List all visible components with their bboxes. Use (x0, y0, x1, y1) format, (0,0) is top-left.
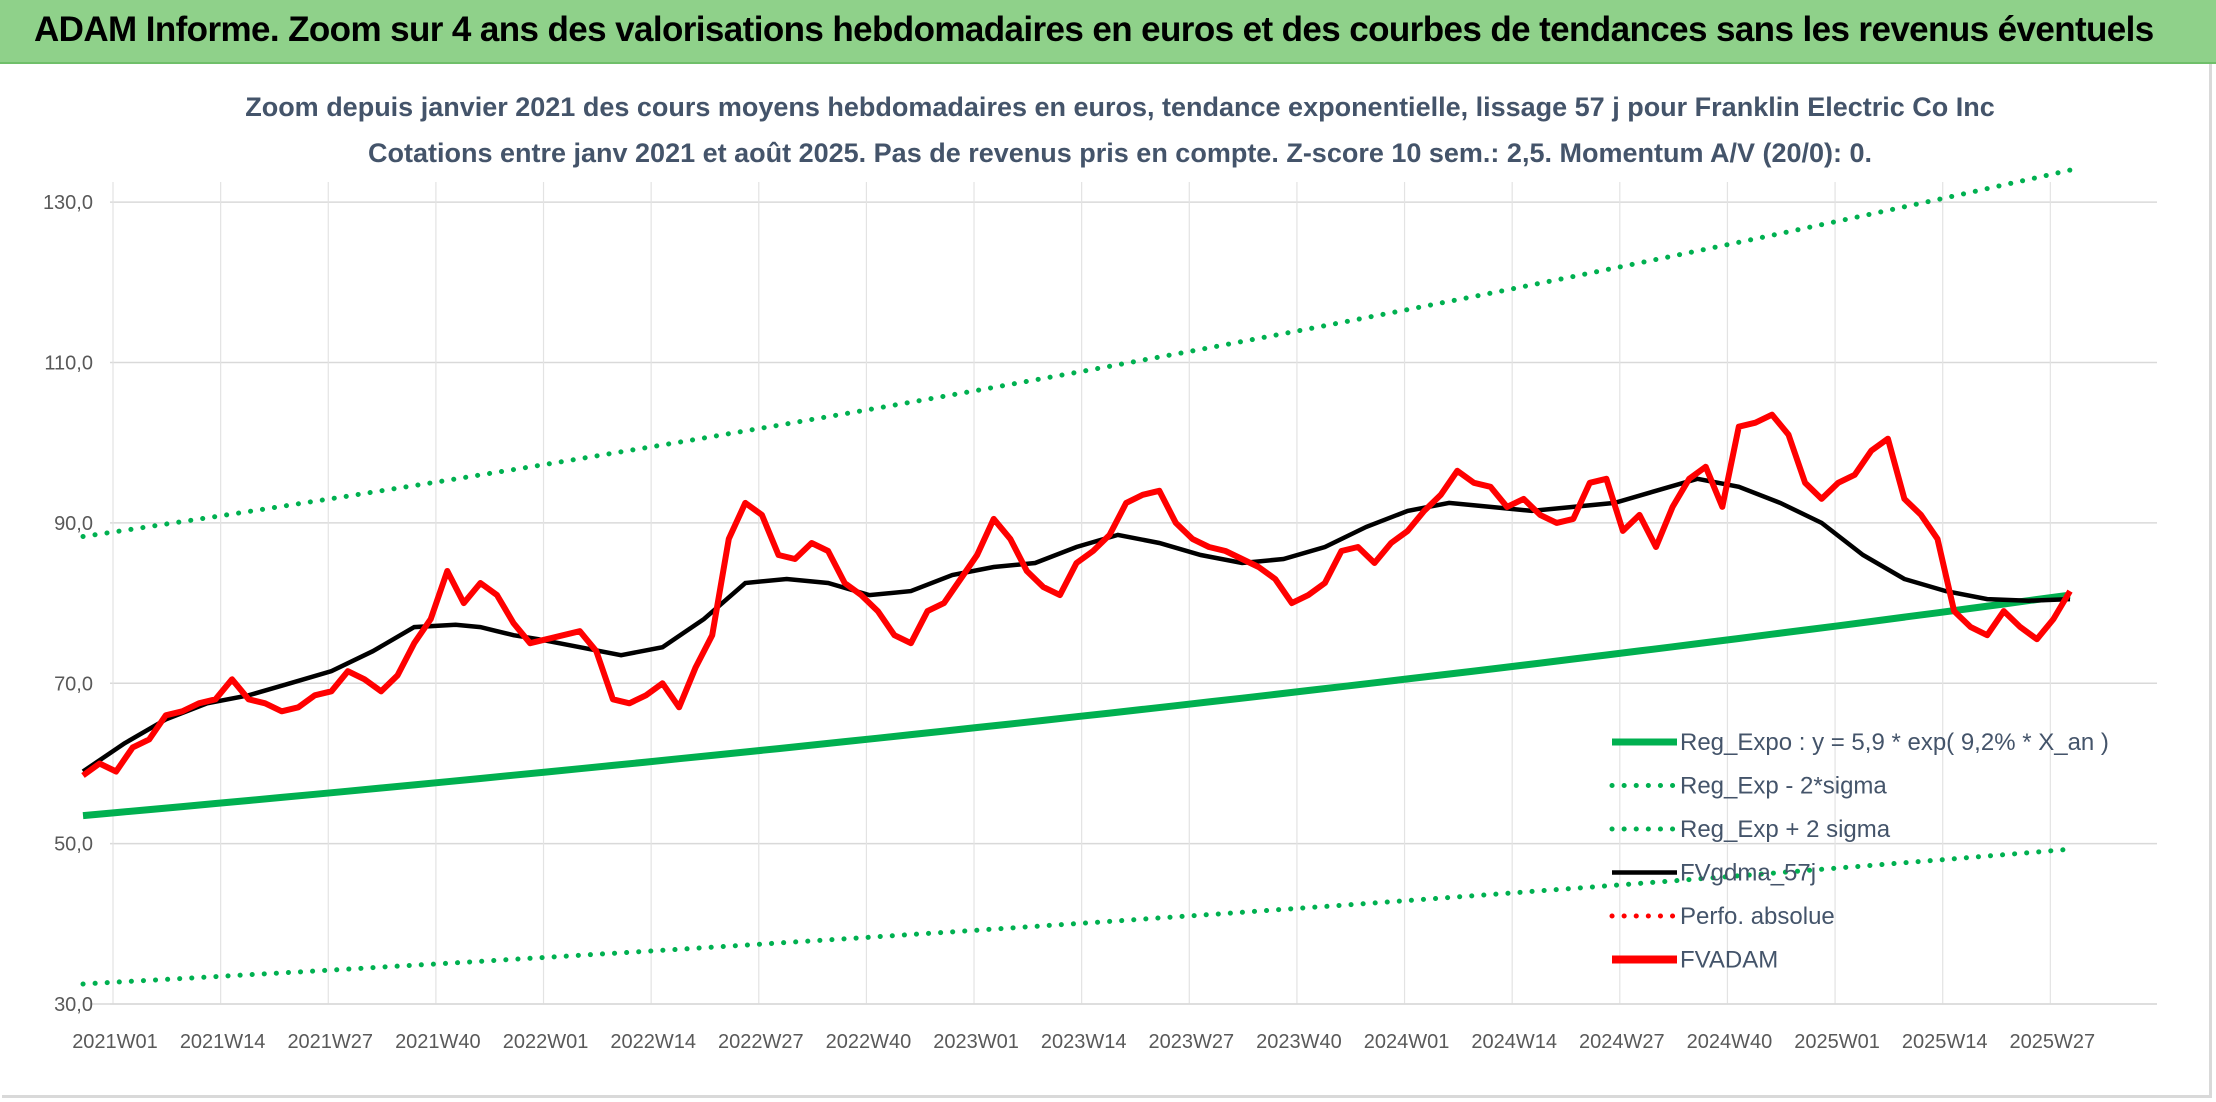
x-tick-label: 2024W40 (1687, 1031, 1773, 1053)
x-tick-label: 2023W01 (933, 1031, 1019, 1053)
x-axis-ticks: 2021W01 2021W14 2021W27 2021W40 2022W01 2022W… (72, 1031, 2095, 1053)
series-line-0 (82, 591, 2071, 820)
x-tick-label: 2025W01 (1794, 1031, 1880, 1053)
x-tick-label: 2021W14 (180, 1031, 266, 1053)
chart-frame (2, 64, 2212, 1098)
legend-label: FVADAM (1680, 947, 1778, 974)
x-tick-label: 2021W27 (287, 1031, 373, 1053)
x-tick-label: 2022W27 (718, 1031, 804, 1053)
legend-label: Reg_Expo : y = 5,9 * exp( 9,2% * X_an ) (1680, 729, 2109, 756)
x-tick-label: 2024W01 (1364, 1031, 1450, 1053)
x-tick-label: 2021W40 (395, 1031, 481, 1053)
y-tick-label: 90,0 (54, 513, 93, 535)
y-tick-label: 30,0 (54, 994, 93, 1016)
series-line-1 (80, 846, 2073, 987)
y-tick-label: 110,0 (44, 353, 93, 375)
y-tick-label: 130,0 (43, 192, 93, 214)
x-tick-label: 2021W01 (72, 1031, 158, 1053)
x-tick-label: 2023W27 (1148, 1031, 1234, 1053)
chart-title-line-1: Zoom depuis janvier 2021 des cours moyen… (245, 92, 1995, 122)
series-line-5 (81, 411, 2073, 778)
legend-label: FVgdma_57j (1680, 860, 1816, 887)
x-tick-label: 2022W14 (610, 1031, 696, 1053)
x-tick-label: 2022W40 (826, 1031, 912, 1053)
series-line-2 (80, 167, 2073, 539)
x-tick-label: 2023W40 (1256, 1031, 1342, 1053)
legend: Reg_Expo : y = 5,9 * exp( 9,2% * X_an ) R… (1609, 729, 2109, 974)
y-tick-label: 70,0 (54, 673, 93, 695)
x-tick-label: 2022W01 (503, 1031, 589, 1053)
report-banner: ADAM Informe. Zoom sur 4 ans des valoris… (0, 0, 2216, 64)
legend-label: Reg_Exp - 2*sigma (1680, 773, 1887, 800)
legend-label: Reg_Exp + 2 sigma (1680, 816, 1891, 843)
series-lines (80, 167, 2073, 987)
x-tick-label: 2024W14 (1471, 1031, 1557, 1053)
report-title: ADAM Informe. Zoom sur 4 ans des valoris… (34, 10, 2154, 49)
x-tick-label: 2023W14 (1041, 1031, 1127, 1053)
x-tick-label: 2024W27 (1579, 1031, 1665, 1053)
y-tick-label: 50,0 (54, 834, 93, 856)
x-tick-label: 2025W14 (1902, 1031, 1988, 1053)
legend-label: Perfo. absolue (1680, 903, 1835, 930)
gridlines (90, 182, 2157, 1005)
chart-title-line-2: Cotations entre janv 2021 et août 2025. … (368, 138, 1872, 168)
y-axis-ticks: 30,0 50,0 70,0 90,0 110,0 130,0 (43, 192, 93, 1016)
x-tick-label: 2025W27 (2010, 1031, 2096, 1053)
